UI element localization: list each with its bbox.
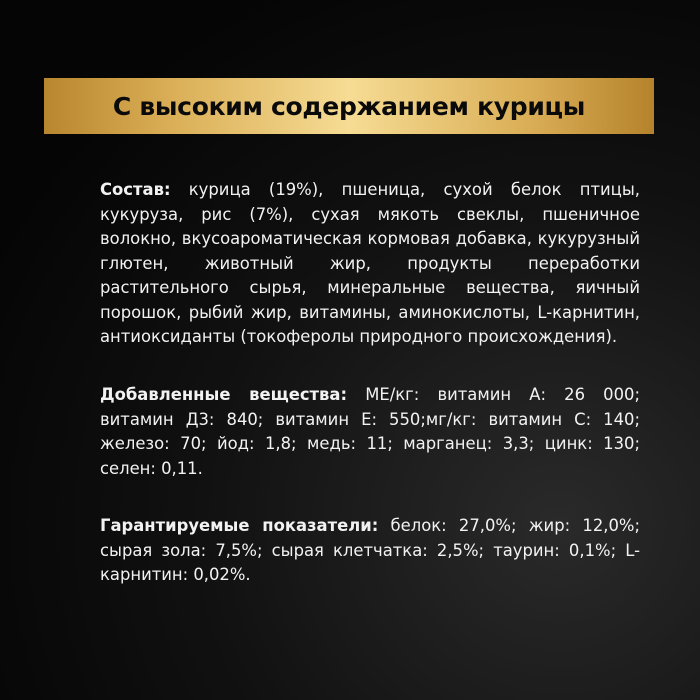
banner-title: С высоким содержанием курицы — [112, 91, 586, 121]
guaranteed-values-label: Гарантируемые показатели: — [100, 516, 379, 535]
composition-text: курица (19%), пшеница, сухой белок птицы… — [100, 180, 640, 346]
composition-section: Состав: курица (19%), пшеница, сухой бел… — [100, 178, 640, 350]
guaranteed-values-section: Гарантируемые показатели: белок: 27,0%; … — [100, 514, 640, 588]
additives-label: Добавленные вещества: — [100, 385, 348, 404]
additives-section: Добавленные вещества: МЕ/кг: витамин А: … — [100, 383, 640, 481]
additives-text: МЕ/кг: витамин А: 26 000; витамин Д3: 84… — [100, 385, 640, 478]
title-banner: С высоким содержанием курицы — [44, 78, 654, 134]
composition-label: Состав: — [100, 180, 171, 199]
guaranteed-values-text: белок: 27,0%; жир: 12,0%; сырая зола: 7,… — [100, 516, 640, 584]
